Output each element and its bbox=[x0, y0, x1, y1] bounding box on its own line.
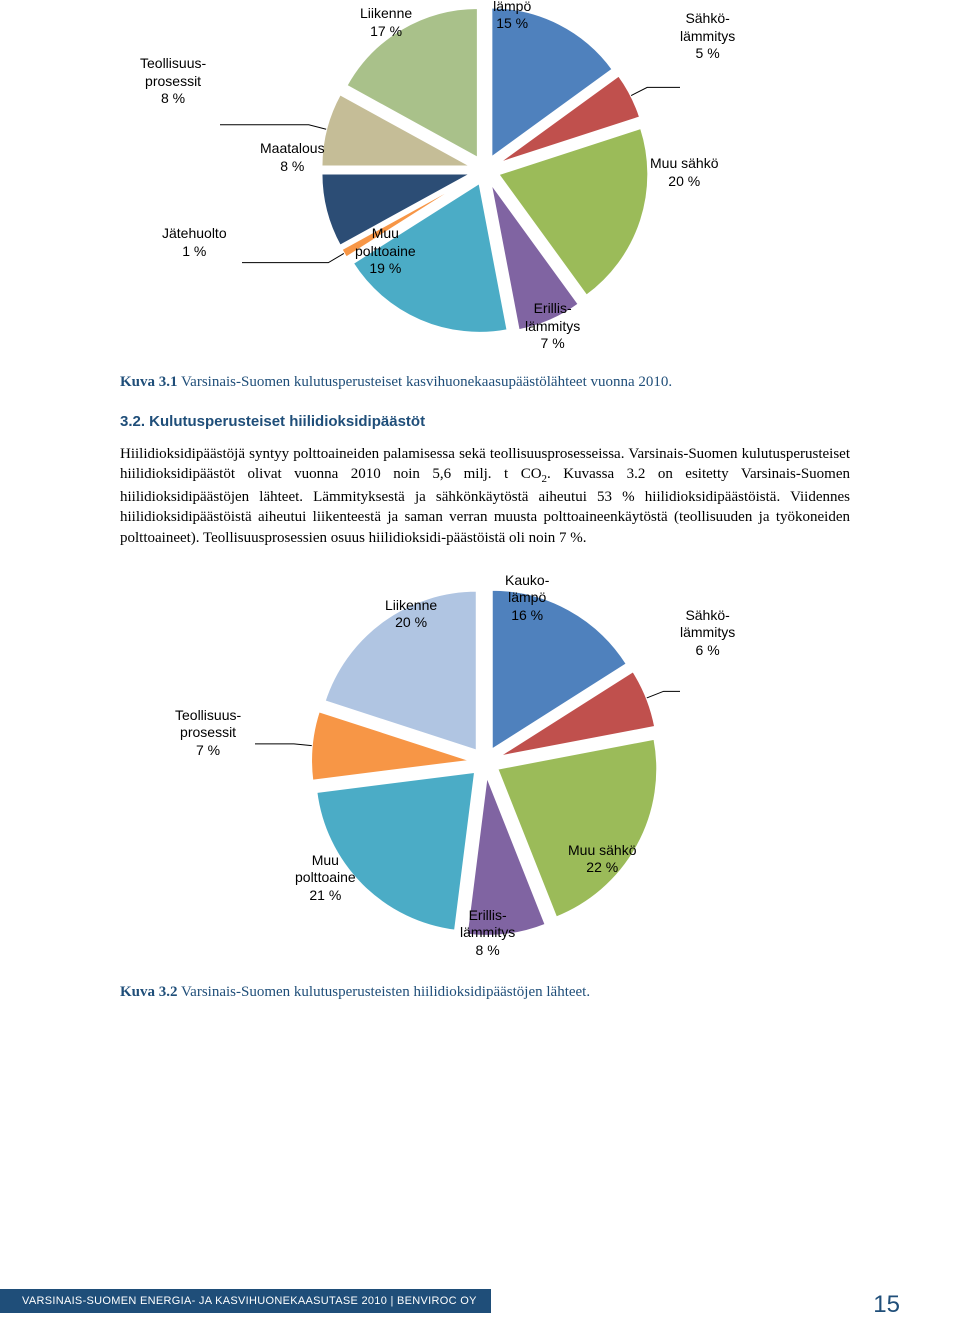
pie-label-muusahko: Muu sähkö22 % bbox=[568, 842, 636, 877]
pie-label-teollisuus: Teollisuus-prosessit8 % bbox=[140, 55, 206, 108]
pie-chart-2: Kauko-lämpö16 % Sähkö-lämmitys6 % Muu sähk… bbox=[120, 572, 850, 972]
caption-1-rest: Varsinais-Suomen kulutusperusteiset kasv… bbox=[178, 374, 673, 390]
pie-label-kaukolampo: Kauko-lämpö16 % bbox=[505, 572, 549, 625]
pie-label-teollisuus: Teollisuus-prosessit7 % bbox=[175, 707, 241, 760]
page-number: 15 bbox=[873, 1291, 900, 1319]
leader-line-sahkolammitys bbox=[631, 87, 680, 95]
footer-bar: VARSINAIS-SUOMEN ENERGIA- JA KASVIHUONEK… bbox=[0, 1289, 491, 1313]
leader-line-sahkolammitys bbox=[647, 691, 680, 698]
leader-line-jatehuolto bbox=[242, 253, 344, 262]
leader-line-teollisuus bbox=[255, 744, 312, 746]
section-3-2-heading: 3.2. Kulutusperusteiset hiilidioksidipää… bbox=[120, 413, 850, 430]
figure-3-2-caption: Kuva 3.2 Varsinais-Suomen kulutusperuste… bbox=[120, 984, 850, 1001]
caption-2-bold: Kuva 3.2 bbox=[120, 984, 178, 1000]
pie-chart-1: Kauko-lämpö15 % Sähkö-lämmitys5 % Muu sähk… bbox=[120, 0, 850, 370]
pie-label-muupolttoaine: Muupolttoaine21 % bbox=[295, 852, 356, 905]
figure-3-1-caption: Kuva 3.1 Varsinais-Suomen kulutusperuste… bbox=[120, 374, 850, 391]
pie-label-muupolttoaine: Muupolttoaine19 % bbox=[355, 225, 416, 278]
caption-1-bold: Kuva 3.1 bbox=[120, 374, 178, 390]
pie-label-erillis: Erillis-lämmitys7 % bbox=[525, 300, 580, 353]
leader-line-teollisuus bbox=[220, 125, 326, 129]
pie-label-kaukolampo: Kauko-lämpö15 % bbox=[490, 0, 534, 33]
pie-label-jatehuolto: Jätehuolto1 % bbox=[162, 225, 227, 260]
footer-text: VARSINAIS-SUOMEN ENERGIA- JA KASVIHUONEK… bbox=[22, 1295, 477, 1307]
pie-chart-1-svg bbox=[120, 0, 850, 370]
section-3-2-body: Hiilidioksidipäästöjä syntyy polttoainei… bbox=[120, 444, 850, 548]
pie-label-liikenne: Liikenne20 % bbox=[385, 597, 437, 632]
pie-label-sahkolammitys: Sähkö-lämmitys5 % bbox=[680, 10, 735, 63]
pie-label-liikenne: Liikenne17 % bbox=[360, 5, 412, 40]
pie-label-erillis: Erillis-lämmitys8 % bbox=[460, 907, 515, 960]
pie-label-maatalous: Maatalous8 % bbox=[260, 140, 325, 175]
pie-label-sahkolammitys: Sähkö-lämmitys6 % bbox=[680, 607, 735, 660]
pie-label-muusahko: Muu sähkö20 % bbox=[650, 155, 718, 190]
caption-2-rest: Varsinais-Suomen kulutusperusteisten hii… bbox=[178, 984, 591, 1000]
